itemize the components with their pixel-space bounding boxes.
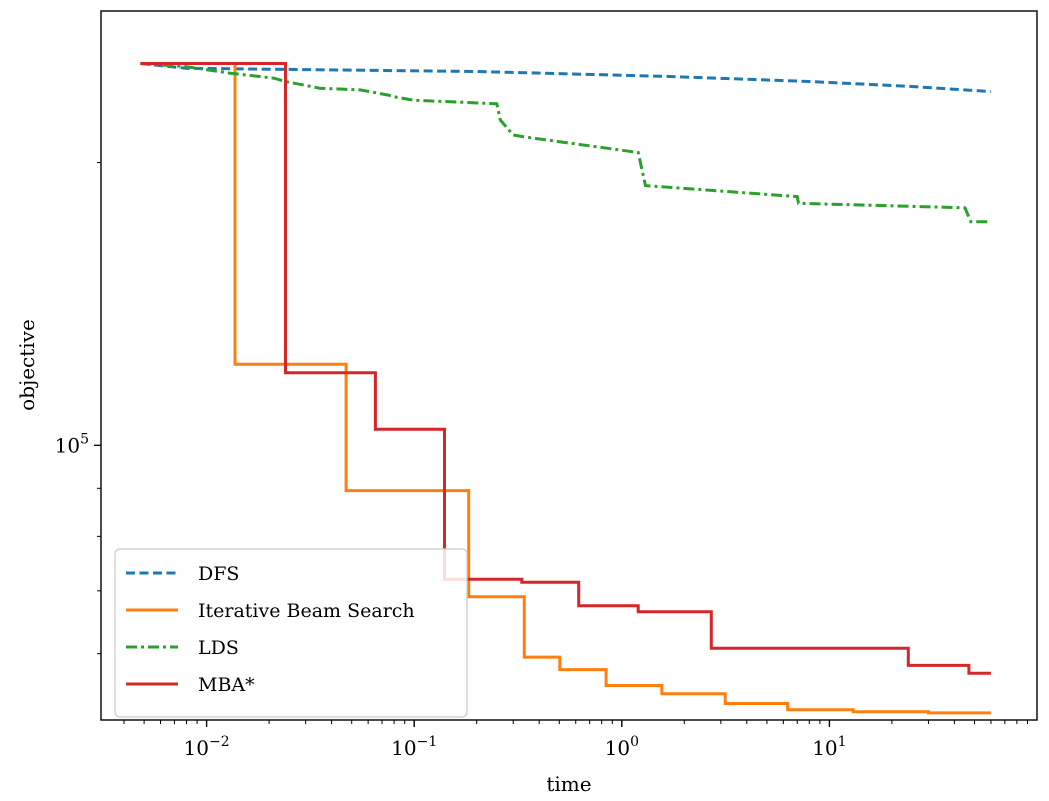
y-tick-label: 105 xyxy=(55,431,89,457)
y-axis-label: objective xyxy=(15,319,39,411)
x-axis-ticks: 10−2 10−1 100 101 xyxy=(123,720,1029,760)
y-axis-ticks: 105 xyxy=(55,162,101,655)
series-layer xyxy=(140,62,991,715)
series-line-mba xyxy=(140,62,991,675)
x-tick-label: 10−1 xyxy=(391,734,437,760)
x-tick-label: 10−2 xyxy=(184,734,230,760)
legend-entry-label: LDS xyxy=(198,637,239,659)
x-tick-label: 101 xyxy=(812,734,846,760)
legend-entry-label: MBA* xyxy=(198,674,255,696)
x-axis-label: time xyxy=(546,772,591,796)
axes-frame xyxy=(100,10,1038,721)
legend-box xyxy=(114,548,468,718)
series-line-dfs xyxy=(140,62,991,94)
x-tick-label: 100 xyxy=(605,734,639,760)
legend-entry-label: Iterative Beam Search xyxy=(198,600,415,622)
legend: DFS Iterative Beam Search LDS MBA* xyxy=(114,548,468,718)
series-line-iterative-beam-search xyxy=(140,62,991,715)
series-line-lds xyxy=(140,62,991,224)
legend-entry-label: DFS xyxy=(198,563,239,585)
